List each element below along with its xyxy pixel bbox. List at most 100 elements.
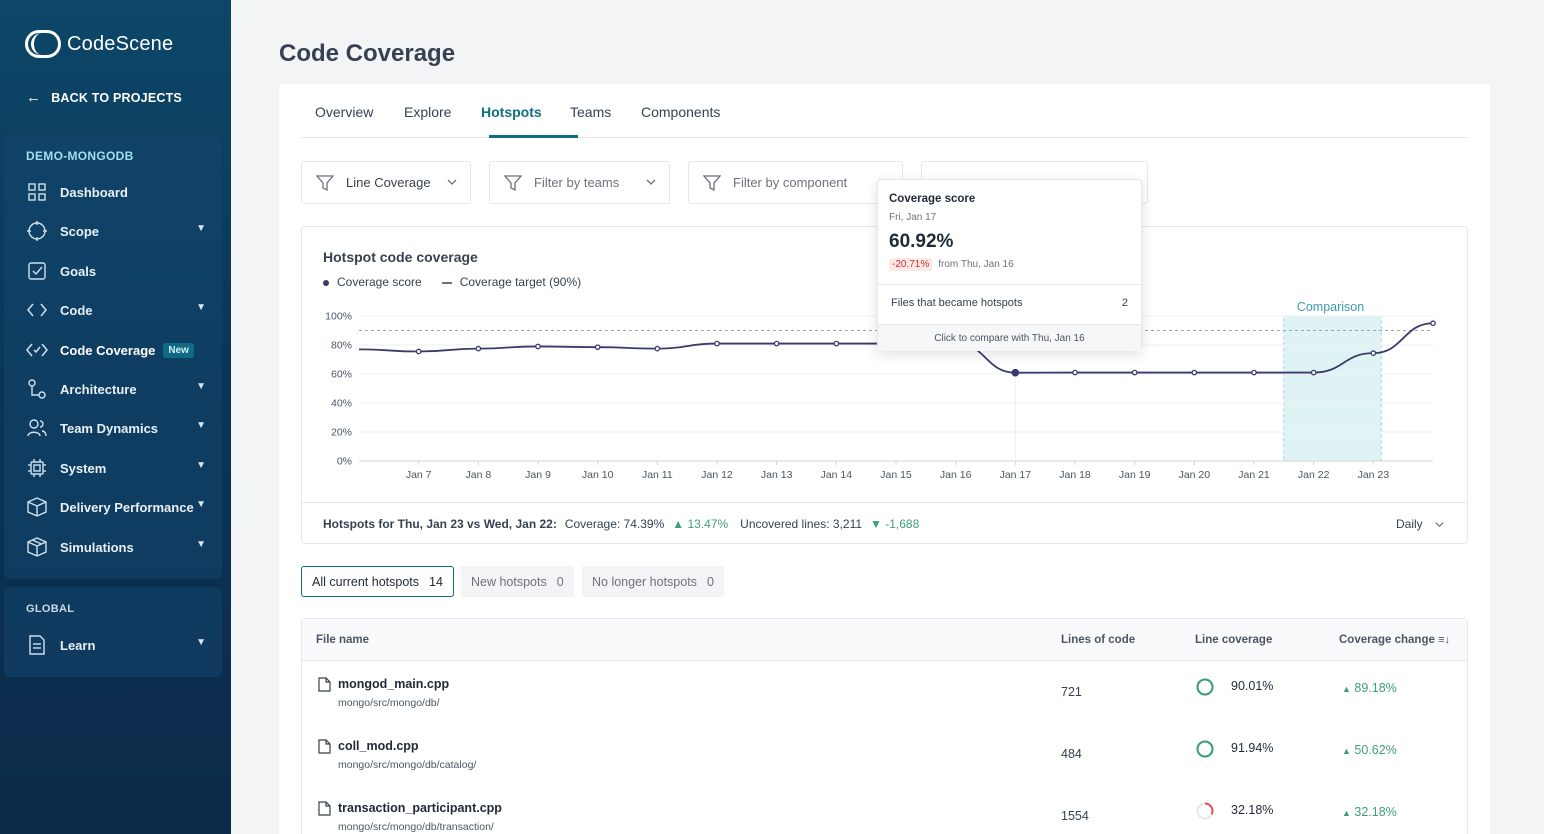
tab-components[interactable]: Components [641,104,721,120]
legend-coverage-target[interactable]: Coverage target (90%) [441,275,581,289]
segment-all-current-hotspots[interactable]: All current hotspots 14 [301,566,454,597]
tab-explore[interactable]: Explore [404,104,452,120]
filter-icon [703,174,721,191]
sidebar-item-delivery-performance[interactable]: Delivery Performance ▼ [26,495,206,519]
x-tick-label: Jan 15 [880,469,912,481]
file-name[interactable]: coll_mod.cpp [338,739,419,753]
x-tick-label: Jan 21 [1238,469,1270,481]
chevron-down-icon[interactable]: ▼ [196,637,206,648]
sidebar-item-code[interactable]: Code ▼ [26,298,206,322]
column-file-name[interactable]: File name [316,634,370,646]
chevron-down-icon[interactable]: ▼ [196,420,206,431]
x-tick-label: Jan 20 [1179,469,1211,481]
data-point [415,348,422,355]
filter-component-select[interactable]: Filter by component [688,161,903,204]
sidebar-item-learn[interactable]: Learn ▼ [26,633,206,657]
document-icon [26,634,48,656]
coverage-change: ▲ 89.18% [1342,681,1397,695]
tooltip-compare-button[interactable]: Click to compare with Thu, Jan 16 [878,324,1141,351]
sidebar-item-simulations[interactable]: Simulations ▼ [26,535,206,559]
table-row[interactable]: coll_mod.cpp mongo/src/mongo/db/catalog/… [302,739,1467,801]
back-to-projects-link[interactable]: ← BACK TO PROJECTS [26,89,182,106]
tooltip-change-from: from Thu, Jan 16 [938,259,1014,270]
tooltip-change-badge: -20.71% [889,258,933,271]
target-icon [26,220,48,242]
checkbox-icon [26,260,48,282]
chevron-down-icon[interactable]: ▼ [196,460,206,471]
filter-icon [504,174,522,191]
tooltip-title: Coverage score [889,193,976,205]
sidebar-item-code-coverage[interactable]: Code Coverage New [26,338,206,362]
segment-new-hotspots[interactable]: New hotspots 0 [461,566,574,597]
table-row[interactable]: transaction_participant.cpp mongo/src/mo… [302,801,1467,834]
project-name: DEMO-MONGODB [26,149,134,163]
comparison-label: Comparison [1297,300,1364,314]
y-tick-label: 60% [331,369,352,381]
project-nav: DEMO-MONGODB Dashboard Scope ▼ Goals Cod… [4,135,222,579]
coverage-type-select[interactable]: Line Coverage [301,161,471,204]
column-line-coverage[interactable]: Line coverage [1195,634,1273,646]
sidebar-item-architecture[interactable]: Architecture ▼ [26,377,206,401]
legend-coverage-score[interactable]: Coverage score [323,275,422,289]
y-tick-label: 0% [337,456,352,468]
global-nav: GLOBAL Learn ▼ [4,587,222,677]
column-coverage-change[interactable]: Coverage change ≡↓ [1339,634,1450,646]
sort-icon[interactable]: ≡↓ [1438,634,1450,646]
segment-count: 0 [706,574,714,589]
codescene-logo[interactable]: CodeScene [25,30,173,58]
line-coverage: 90.01% [1231,679,1274,693]
file-name[interactable]: mongod_main.cpp [338,677,450,691]
file-name[interactable]: transaction_participant.cpp [338,801,502,815]
filter-teams-select[interactable]: Filter by teams [489,161,670,204]
coverage-tooltip: Coverage score Fri, Jan 17 60.92% -20.71… [877,179,1142,351]
data-point [1191,369,1198,376]
tab-teams[interactable]: Teams [570,104,612,120]
tooltip-files-label: Files that became hotspots [891,297,1023,309]
file-icon [318,739,331,754]
sidebar: CodeScene ← BACK TO PROJECTS DEMO-MONGOD… [0,0,231,834]
chevron-down-icon[interactable]: ▼ [196,223,206,234]
chevron-down-icon[interactable]: ▼ [196,499,206,510]
chevron-down-icon [447,179,457,185]
interval-select[interactable]: Daily [1396,517,1445,531]
summary-prefix: Hotspots for Thu, Jan 23 vs Wed, Jan 22: [323,516,557,531]
segment-label: New hotspots [471,574,547,589]
sidebar-item-dashboard[interactable]: Dashboard [26,180,206,204]
segment-label: No longer hotspots [592,574,697,589]
sidebar-item-team-dynamics[interactable]: Team Dynamics ▼ [26,416,206,440]
chevron-down-icon[interactable]: ▼ [196,302,206,313]
sidebar-item-label: Delivery Performance [60,499,194,515]
arrow-left-icon: ← [26,89,42,106]
table-row[interactable]: mongod_main.cpp mongo/src/mongo/db/ 721 … [302,677,1467,739]
segment-no-longer-hotspots[interactable]: No longer hotspots 0 [582,566,724,597]
x-tick-label: Jan 7 [406,469,432,481]
data-point [1310,369,1317,376]
sidebar-item-system[interactable]: System ▼ [26,456,206,480]
data-point [1072,369,1078,376]
sidebar-item-label: Architecture [60,381,137,397]
chevron-down-icon[interactable]: ▼ [196,381,206,392]
brand-name: CodeScene [67,32,174,55]
sidebar-item-label: Learn [60,637,96,653]
sidebar-item-scope[interactable]: Scope ▼ [26,219,206,243]
filter-icon [316,174,334,191]
sidebar-item-goals[interactable]: Goals [26,259,206,283]
tab-bar: Overview Explore Hotspots Teams Componen… [301,84,1469,138]
coverage-ring-fill [1196,802,1214,820]
data-point [1131,369,1138,376]
sidebar-item-label: Scope [60,223,100,239]
cube-icon [26,536,48,558]
hotspots-table: File name Lines of code Line coverage Co… [301,618,1468,834]
x-tick-label: Jan 12 [701,469,733,481]
data-point [1430,320,1436,327]
line-coverage: 91.94% [1231,741,1274,755]
sidebar-item-label: Code Coverage [60,342,156,358]
sidebar-item-label: Simulations [60,539,134,555]
x-tick-label: Jan 17 [1000,469,1032,481]
tab-hotspots[interactable]: Hotspots [481,104,542,120]
tab-overview[interactable]: Overview [315,104,374,120]
filter-component-placeholder: Filter by component [733,175,848,190]
coverage-change: ▲ 50.62% [1342,743,1397,757]
column-lines-of-code[interactable]: Lines of code [1061,634,1136,646]
chevron-down-icon[interactable]: ▼ [196,539,206,550]
